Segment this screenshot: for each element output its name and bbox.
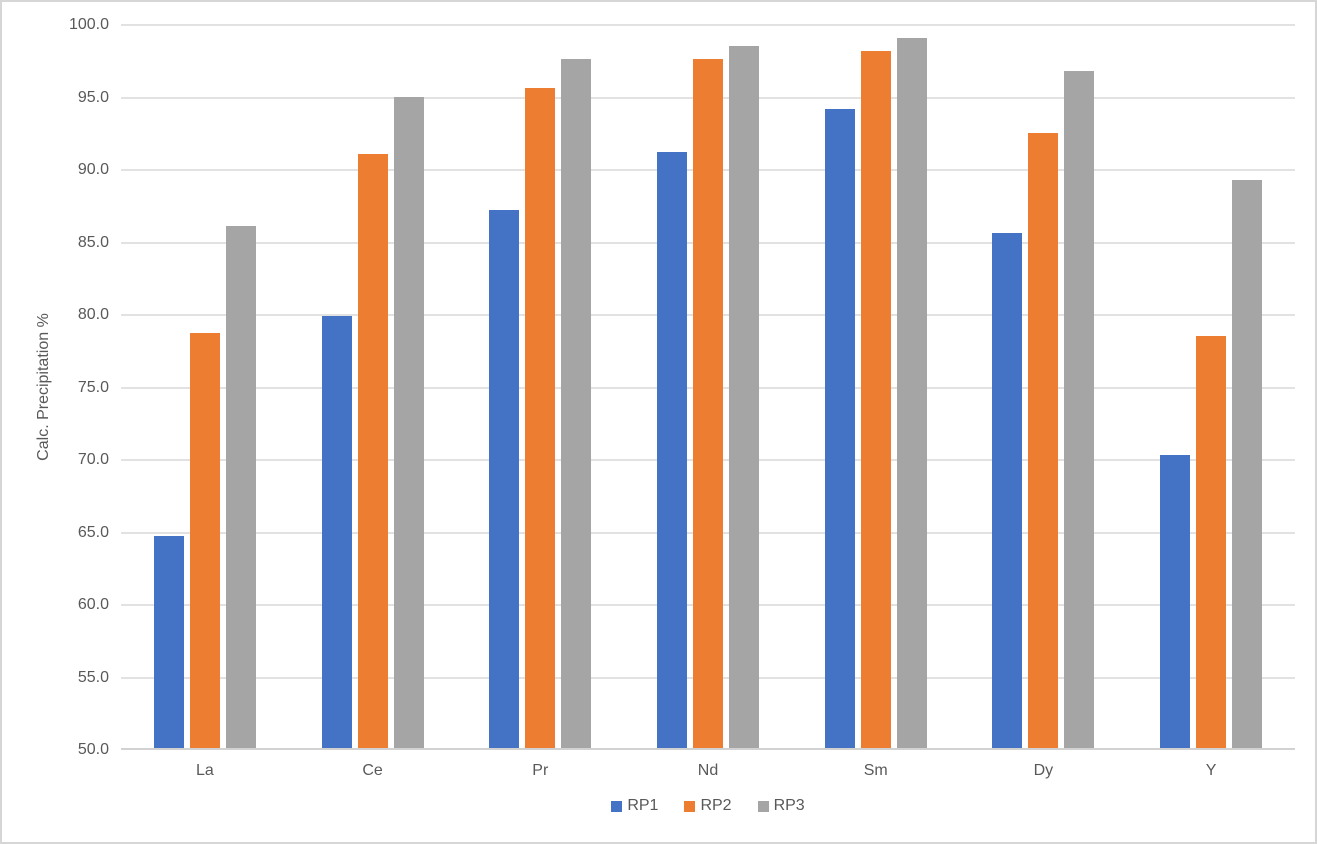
bar-rp3-sm <box>896 37 927 748</box>
x-category-label-pr: Pr <box>532 762 549 779</box>
bar-rp3-dy <box>1064 70 1095 748</box>
legend-item-rp2: RP2 <box>684 797 732 815</box>
gridline <box>121 24 1295 26</box>
bar-rp3-pr <box>561 59 592 748</box>
legend-label: RP1 <box>627 797 659 814</box>
bar-rp2-dy <box>1028 133 1059 748</box>
x-category-label-ce: Ce <box>362 762 383 779</box>
legend: RP1 RP2 RP3 <box>121 797 1295 815</box>
y-tick-label: 50.0 <box>77 741 109 758</box>
legend-label: RP3 <box>773 797 805 814</box>
legend-swatch-rp2 <box>684 800 696 812</box>
bar-rp2-pr <box>525 88 556 748</box>
legend-item-rp1: RP1 <box>611 797 658 815</box>
y-tick-label: 85.0 <box>77 233 109 251</box>
legend-swatch-rp1 <box>611 800 623 812</box>
y-tick-label: 90.0 <box>77 161 109 178</box>
bar-rp3-y <box>1232 179 1263 748</box>
y-tick-label: 55.0 <box>77 668 109 686</box>
y-tick-label: 65.0 <box>77 523 109 541</box>
bar-rp1-ce <box>321 315 352 748</box>
y-tick-label: 60.0 <box>77 596 109 613</box>
y-tick-label: 70.0 <box>77 451 109 468</box>
bar-rp3-la <box>225 226 256 748</box>
x-category-label-dy: Dy <box>1033 762 1054 779</box>
y-tick-label: 75.0 <box>77 378 109 396</box>
bar-rp3-ce <box>393 96 424 748</box>
plot-area <box>121 24 1295 750</box>
bar-rp1-dy <box>992 233 1023 748</box>
y-tick-label: 80.0 <box>77 306 109 323</box>
x-category-label-y: Y <box>1205 762 1217 779</box>
bar-rp1-y <box>1160 455 1191 748</box>
bar-rp2-la <box>189 333 220 748</box>
bar-rp1-sm <box>824 108 855 748</box>
bar-rp2-sm <box>860 50 891 748</box>
y-tick-label: 95.0 <box>77 88 109 106</box>
bar-rp2-y <box>1196 336 1227 748</box>
bar-rp2-nd <box>693 59 723 748</box>
x-category-label-sm: Sm <box>863 762 888 779</box>
bar-rp1-nd <box>657 152 687 748</box>
bar-rp3-nd <box>729 46 759 748</box>
x-category-label-nd: Nd <box>697 762 719 779</box>
bar-rp2-ce <box>357 153 388 748</box>
legend-swatch-rp3 <box>757 800 769 812</box>
bar-rp1-pr <box>489 210 520 748</box>
y-tick-label: 100.0 <box>68 16 109 33</box>
x-category-label-la: La <box>195 762 214 779</box>
legend-item-rp3: RP3 <box>757 797 805 815</box>
bar-rp1-la <box>153 536 184 748</box>
legend-label: RP2 <box>700 797 732 814</box>
